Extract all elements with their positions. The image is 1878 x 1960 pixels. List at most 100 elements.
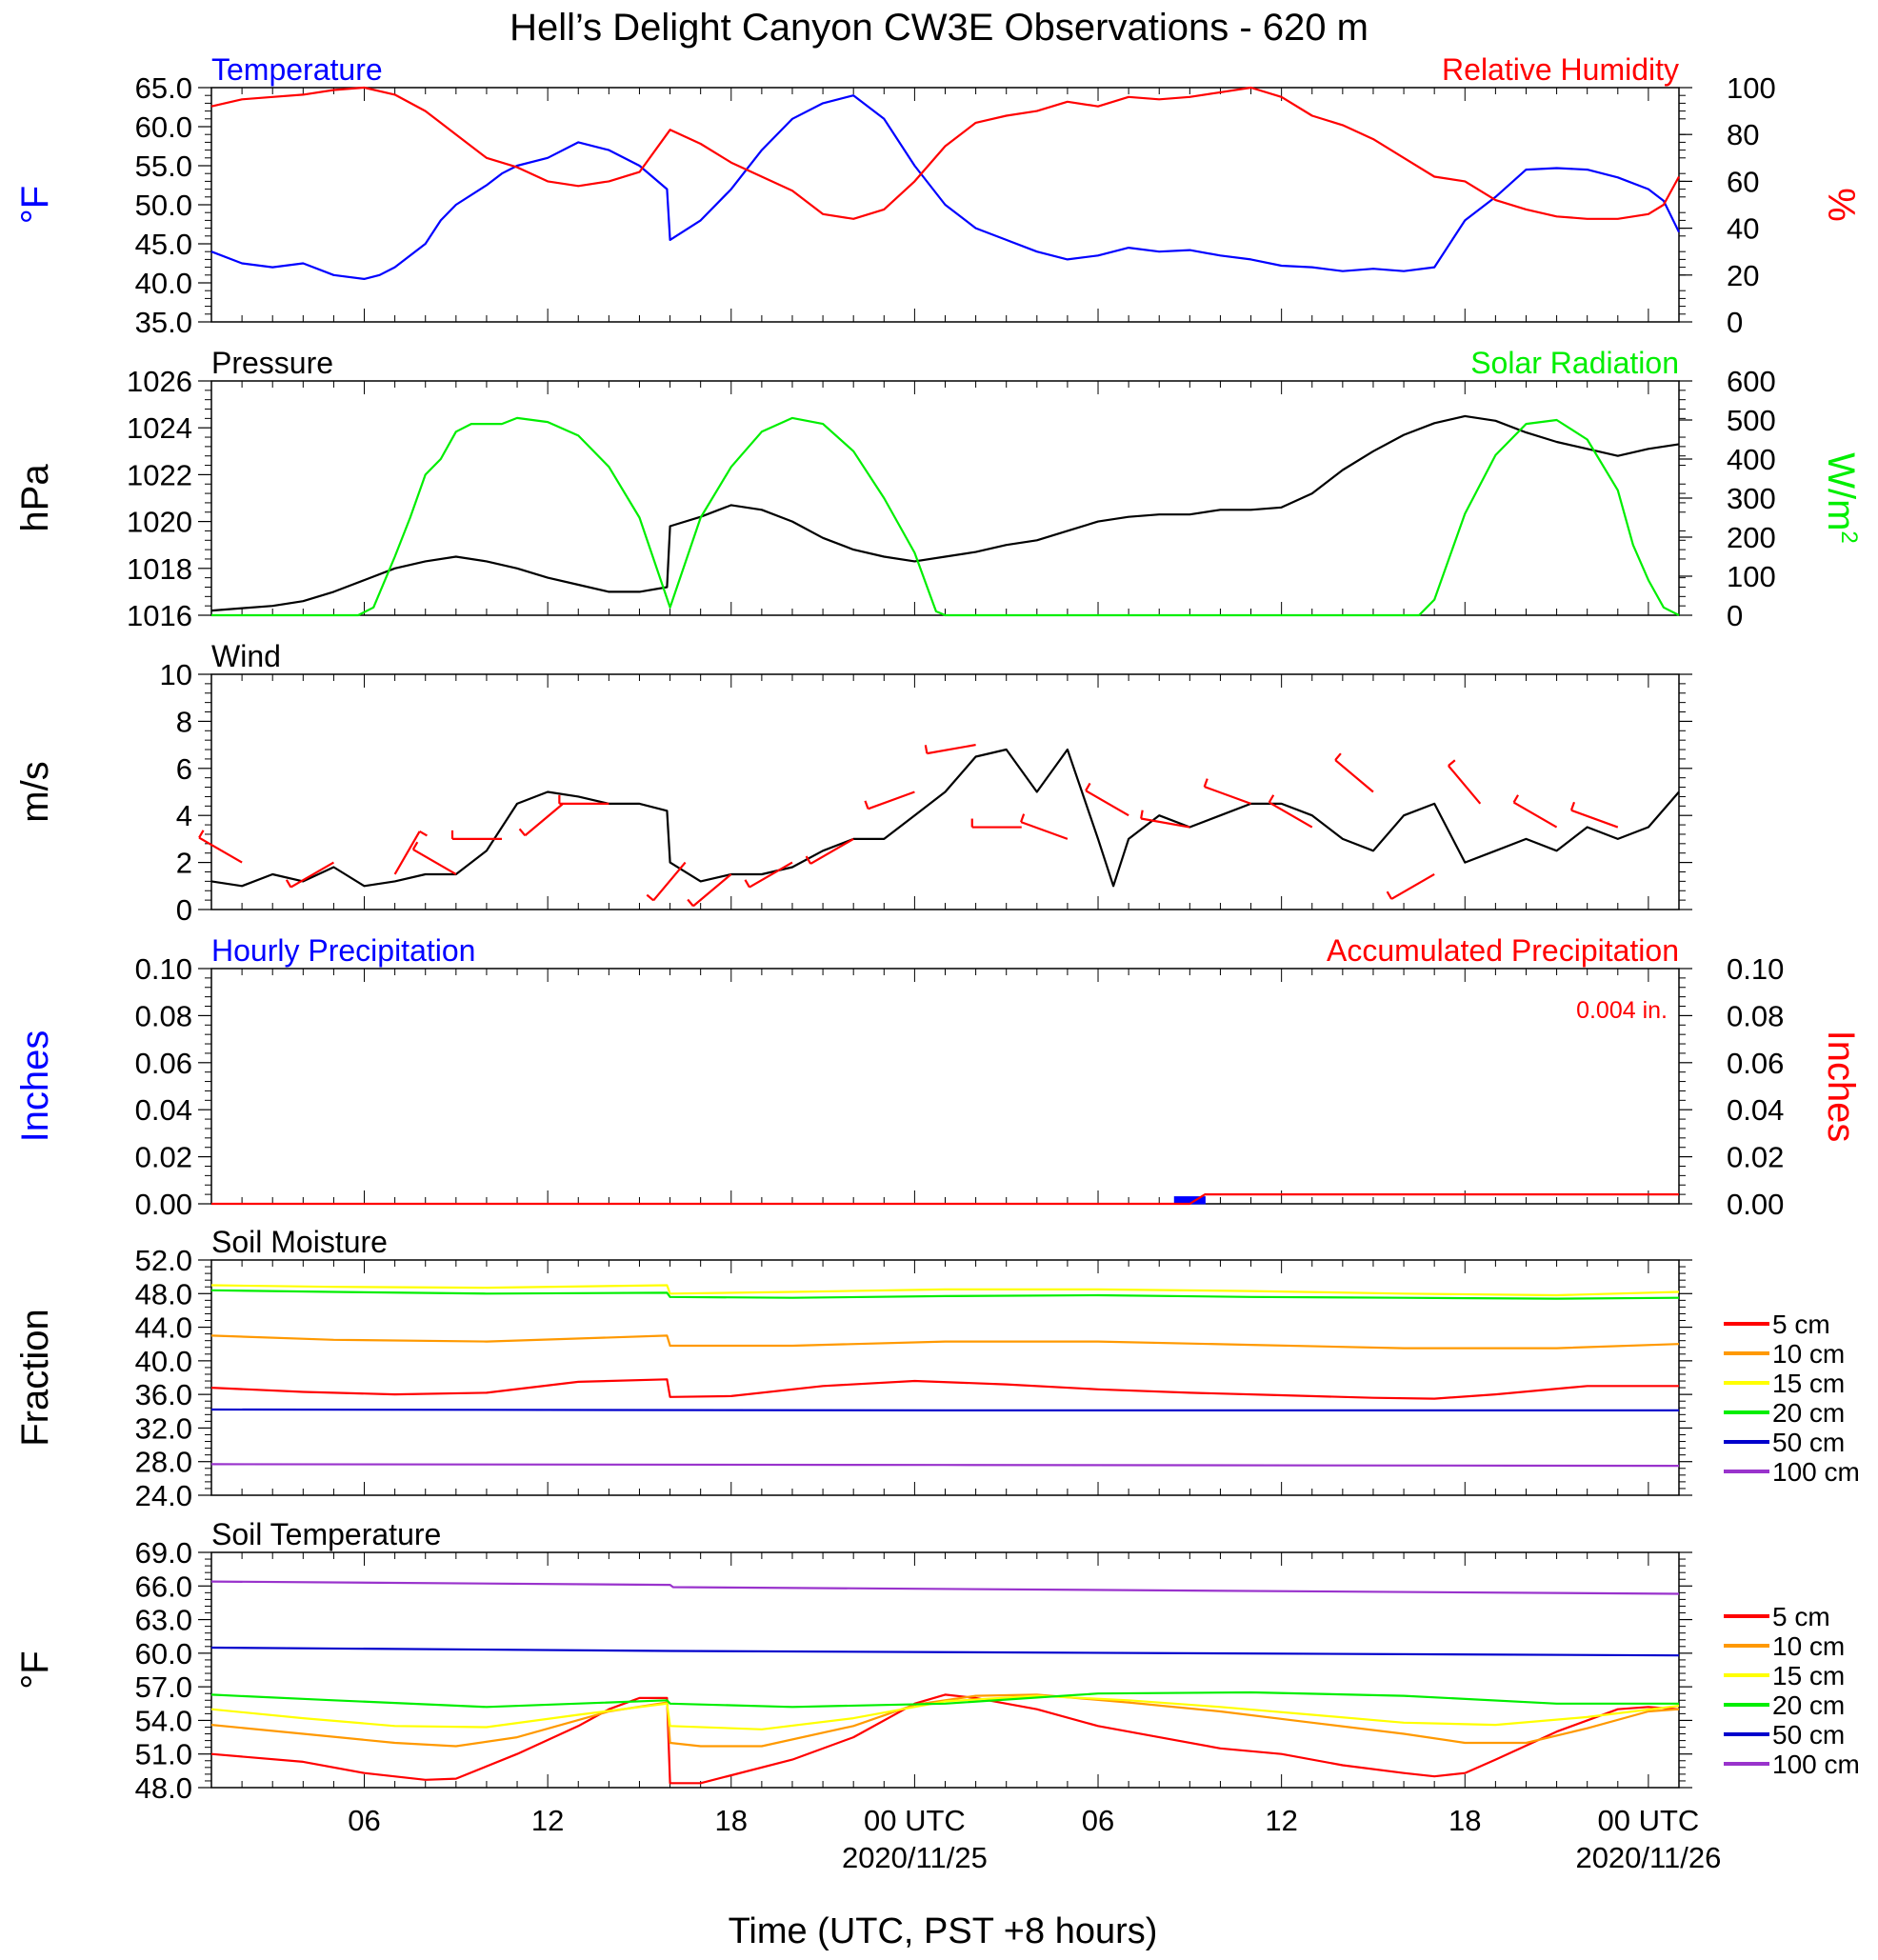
y-tick-label-left: 54.0	[135, 1704, 192, 1737]
y-tick-label-left: 32.0	[135, 1411, 192, 1445]
wind-barb	[1448, 765, 1482, 805]
wind-barb-flag	[1334, 752, 1342, 761]
x-tick-label: 06	[348, 1804, 380, 1837]
series-1	[210, 86, 1680, 220]
wind-barb-flag	[1569, 801, 1576, 811]
wind-barb	[1140, 817, 1190, 829]
y-tick-label-left: 63.0	[135, 1604, 192, 1637]
x-axis-label: Time (UTC, PST +8 hours)	[729, 1911, 1158, 1951]
y-axis-label-superscript: 2	[1836, 530, 1862, 543]
y-axis-label-left: Inches	[14, 1030, 56, 1143]
legend-label: 20 cm	[1772, 1398, 1845, 1428]
x-date-label: 2020/11/26	[1575, 1841, 1721, 1874]
wind-barb-flag	[285, 879, 292, 889]
wind-barb	[290, 861, 334, 889]
y-tick-label-left: 28.0	[135, 1446, 192, 1479]
wind-barb	[1513, 801, 1558, 829]
panel-title-left: Soil Moisture	[211, 1225, 388, 1259]
y-tick-label-left: 6	[176, 752, 192, 786]
wind-barb	[868, 790, 915, 810]
series-5-cm	[210, 1693, 1680, 1785]
y-tick-label-left: 1024	[127, 411, 192, 445]
panel-4: 24.028.032.036.040.044.048.052.0 Soil Moi…	[14, 1225, 1860, 1512]
wind-barb-flag	[198, 830, 205, 839]
series-15-cm	[210, 1694, 1680, 1730]
y-axis-label-right: %	[1820, 188, 1862, 222]
y-tick-label-right: 600	[1727, 365, 1776, 398]
wind-barb	[1390, 872, 1435, 900]
y-tick-label-left: 0.02	[135, 1141, 192, 1174]
y-tick-label-left: 1026	[127, 365, 192, 398]
x-tick-label: 18	[1448, 1804, 1481, 1837]
panel-0: 35.0 40.0 45.0 50.0 55.0 60.0 65.0 0 20 40 60 80 100…	[14, 52, 1862, 339]
wind-barb-flag	[1448, 759, 1456, 767]
wind-barb	[412, 848, 457, 875]
wind-barb	[1269, 801, 1313, 829]
y-tick-label-left: 1016	[127, 599, 192, 632]
panel-title-left: Wind	[211, 639, 281, 673]
y-tick-label-right: 40	[1727, 212, 1759, 246]
y-tick-label-left: 10	[160, 658, 192, 691]
wind-barb-flag	[419, 830, 428, 837]
y-axis-label-right: Inches	[1820, 1030, 1862, 1143]
legend-label: 15 cm	[1772, 1661, 1845, 1690]
wind-barb	[198, 836, 243, 864]
y-tick-label-left: 1018	[127, 552, 192, 586]
legend-label: 5 cm	[1772, 1310, 1830, 1339]
y-tick-label-left: 0	[176, 893, 192, 927]
panel-title-right: Accumulated Precipitation	[1327, 933, 1679, 968]
x-tick-label: 06	[1082, 1804, 1114, 1837]
series-5-cm	[210, 1378, 1679, 1400]
y-axis-label-left: Fraction	[14, 1309, 56, 1447]
wind-barb	[749, 861, 793, 889]
series-0	[210, 414, 1680, 612]
wind-barb-flag	[518, 828, 527, 836]
wind-barb	[809, 837, 854, 865]
y-tick-label-right: 0	[1727, 599, 1743, 632]
y-tick-label-right: 0.00	[1727, 1188, 1784, 1221]
y-tick-label-right: 100	[1727, 560, 1776, 593]
panel-title-left: Temperature	[211, 52, 383, 87]
wind-barb-flag	[687, 898, 694, 908]
y-tick-label-right: 500	[1727, 404, 1776, 437]
y-tick-label-right: 0.08	[1727, 999, 1784, 1032]
y-tick-label-left: 55.0	[135, 150, 192, 183]
wind-barb-flag	[646, 893, 654, 902]
y-tick-label-left: 2	[176, 847, 192, 880]
y-tick-label-left: 0.10	[135, 952, 192, 986]
y-tick-label-right: 0.06	[1727, 1047, 1784, 1080]
x-tick-label: 00 UTC	[1597, 1804, 1699, 1837]
plot-frame	[210, 1551, 1680, 1789]
wind-barb-flag	[1268, 794, 1275, 804]
series-50-cm	[210, 1646, 1680, 1657]
y-tick-label-left: 44.0	[135, 1311, 192, 1345]
y-tick-label-left: 36.0	[135, 1378, 192, 1411]
wind-barb-flag	[1386, 890, 1393, 900]
series-0	[210, 94, 1680, 280]
wind-barb	[692, 873, 732, 908]
y-tick-label-right: 200	[1727, 521, 1776, 554]
legend-label: 10 cm	[1772, 1631, 1845, 1661]
series-1	[211, 416, 1680, 617]
x-tick-label: 12	[1265, 1804, 1297, 1837]
y-tick-label-left: 60.0	[135, 1637, 192, 1670]
series-20-cm	[210, 1289, 1680, 1300]
panel-title-right: Relative Humidity	[1442, 52, 1679, 87]
y-tick-label-left: 0.04	[135, 1093, 192, 1127]
wind-barb	[524, 803, 564, 837]
series-20-cm	[210, 1690, 1679, 1709]
wind-barb-flag	[1020, 813, 1026, 823]
wind-barb	[1020, 821, 1069, 840]
y-axis-label-left: m/s	[14, 761, 56, 822]
figure-title: Hell’s Delight Canyon CW3E Observations …	[509, 7, 1369, 49]
panel-2: 0 2 4 6 8 10 Wind m/s	[14, 639, 1692, 927]
wind-barb	[393, 830, 421, 875]
panel-title-left: Hourly Precipitation	[211, 933, 475, 968]
legend-label: 5 cm	[1772, 1602, 1830, 1631]
y-axis-label-left: hPa	[14, 464, 56, 532]
wind-barb-flag	[1203, 778, 1209, 788]
x-tick-label: 18	[715, 1804, 748, 1837]
legend-label: 50 cm	[1772, 1428, 1845, 1457]
y-tick-label-left: 24.0	[135, 1479, 192, 1512]
